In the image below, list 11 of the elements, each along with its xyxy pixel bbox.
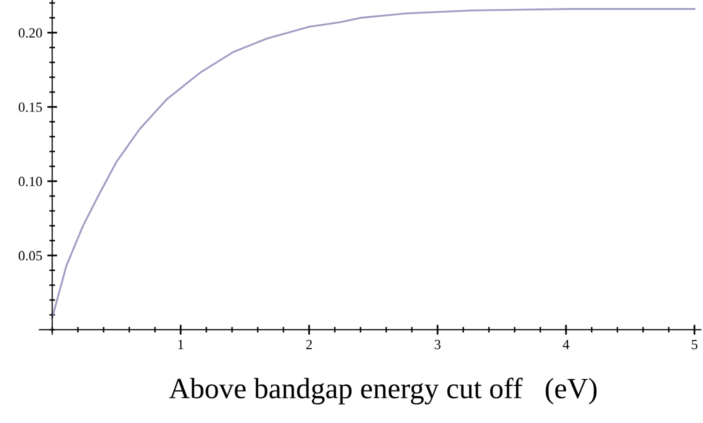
x-tick-label: 2 (306, 340, 312, 350)
y-tick-label: 0.20 (18, 28, 42, 38)
y-tick-label: 0.10 (18, 176, 42, 186)
x-tick-label: 1 (178, 340, 184, 350)
x-tick-label: 3 (434, 340, 440, 350)
x-tick-label: 4 (562, 340, 570, 350)
line-series (51, 8, 696, 319)
x-axis-title: Above bandgap energy cut off (eV) (169, 378, 597, 404)
y-tick-label: 0.15 (18, 102, 42, 112)
x-tick-label: 5 (692, 340, 698, 350)
y-tick-label: 0.05 (18, 251, 42, 260)
